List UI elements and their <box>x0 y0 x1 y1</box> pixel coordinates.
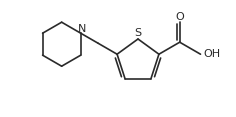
Text: O: O <box>175 12 184 22</box>
Text: OH: OH <box>203 49 221 59</box>
Text: S: S <box>135 28 142 38</box>
Text: N: N <box>77 24 86 34</box>
